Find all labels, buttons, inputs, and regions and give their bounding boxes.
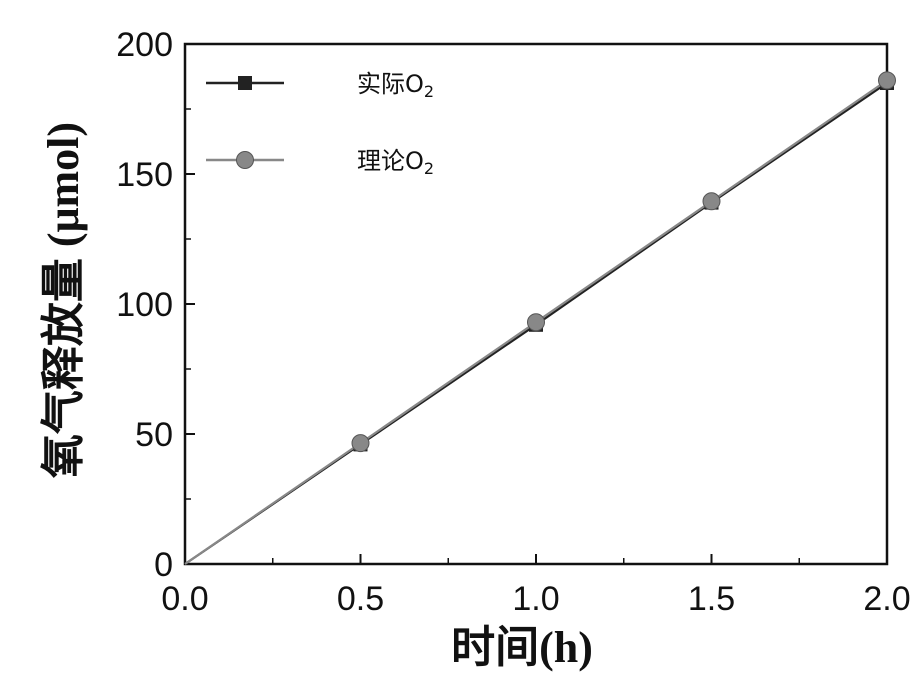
y-tick-label: 150 bbox=[116, 156, 173, 194]
y-axis-title: 氧气释放量 (μmol) bbox=[39, 122, 88, 478]
data-point-circle bbox=[702, 192, 721, 211]
y-tick-label: 100 bbox=[116, 286, 173, 324]
legend-label-main: 实际O bbox=[357, 70, 424, 98]
legend-label-main: 理论O bbox=[357, 147, 424, 175]
y-axis: 0 50 100 150 200 bbox=[116, 26, 195, 584]
series-layer bbox=[184, 71, 896, 565]
x-axis: 0.0 0.5 1.0 1.5 2.0 bbox=[161, 554, 911, 618]
x-tick-label: 2.0 bbox=[863, 580, 910, 618]
plot-frame bbox=[183, 42, 889, 566]
x-axis-title: 时间(h) bbox=[451, 623, 593, 672]
x-tick-label: 0.0 bbox=[161, 580, 208, 618]
x-tick-label: 0.5 bbox=[337, 580, 384, 618]
x-tick-label: 1.5 bbox=[688, 580, 735, 618]
legend-label: 理论O2 bbox=[357, 147, 434, 178]
legend-label-subscript: 2 bbox=[424, 159, 434, 178]
data-point-circle bbox=[351, 434, 370, 453]
legend-marker-square bbox=[238, 76, 252, 90]
y-tick-label: 50 bbox=[135, 416, 173, 454]
x-tick-label: 1.0 bbox=[512, 580, 559, 618]
data-point-circle bbox=[527, 313, 545, 332]
legend-marker-circle bbox=[236, 151, 254, 169]
y-tick-label: 200 bbox=[116, 26, 173, 64]
legend-label: 实际O2 bbox=[357, 70, 434, 101]
y-tick-label: 0 bbox=[154, 546, 173, 584]
legend-label-subscript: 2 bbox=[424, 82, 434, 101]
data-point-circle bbox=[878, 71, 896, 90]
